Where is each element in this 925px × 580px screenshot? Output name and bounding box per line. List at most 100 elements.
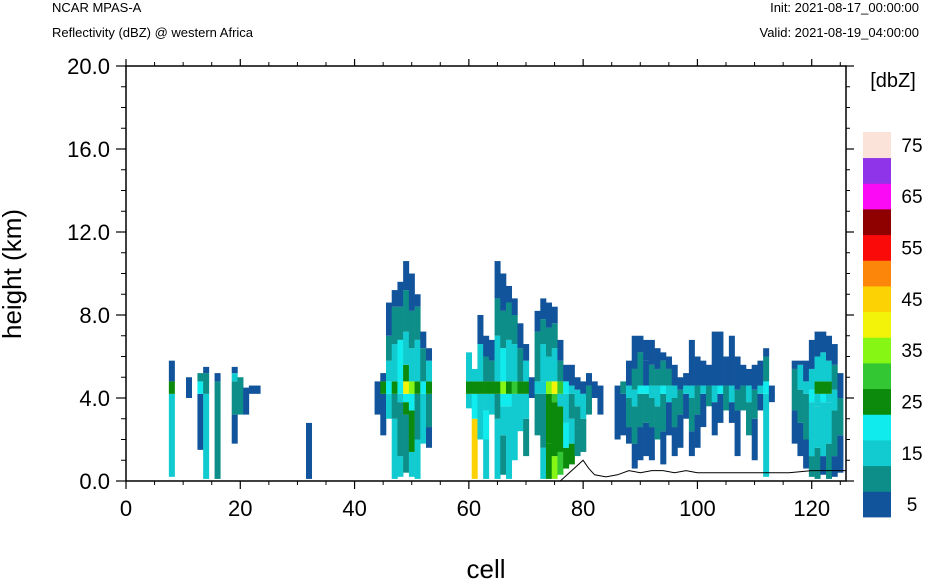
reflectivity-cell (500, 406, 507, 436)
reflectivity-cell (700, 360, 707, 386)
reflectivity-cell (643, 360, 650, 386)
reflectivity-cell (426, 393, 433, 428)
reflectivity-cell (826, 381, 833, 394)
reflectivity-cell (597, 385, 604, 415)
reflectivity-cell (403, 290, 410, 332)
x-axis-label: cell (466, 554, 505, 580)
reflectivity-cell (386, 360, 393, 382)
reflectivity-cell (408, 348, 415, 382)
reflectivity-cell (820, 402, 827, 457)
colorbar-swatch (863, 363, 891, 390)
reflectivity-cell (403, 414, 410, 473)
reflectivity-cell (500, 348, 507, 382)
reflectivity-cell (580, 393, 587, 419)
reflectivity-cell (688, 398, 695, 432)
reflectivity-cell (414, 381, 421, 394)
y-tick-label: 20.0 (67, 54, 110, 79)
reflectivity-cell (660, 393, 667, 432)
reflectivity-cell (540, 344, 547, 382)
reflectivity-cell (677, 389, 684, 415)
reflectivity-cell (631, 389, 638, 407)
reflectivity-cell (728, 402, 735, 423)
reflectivity-cell (534, 393, 541, 436)
reflectivity-cell (517, 381, 524, 394)
reflectivity-cell (426, 348, 433, 361)
reflectivity-cell (626, 385, 633, 398)
reflectivity-cell (231, 381, 238, 415)
reflectivity-cell (671, 364, 678, 386)
reflectivity-cell (797, 422, 804, 457)
reflectivity-cell (803, 393, 810, 440)
x-tick-label: 20 (228, 496, 252, 521)
reflectivity-cell (837, 373, 844, 398)
reflectivity-cell (506, 406, 513, 479)
reflectivity-cell (631, 335, 638, 369)
reflectivity-cell (563, 381, 570, 394)
reflectivity-cell (751, 389, 758, 419)
reflectivity-cell (397, 339, 404, 382)
x-tick-label: 120 (793, 496, 830, 521)
colorbar-swatch (863, 286, 891, 313)
reflectivity-cell (700, 385, 707, 394)
reflectivity-cell (808, 456, 815, 477)
reflectivity-cell (694, 385, 701, 415)
reflectivity-cell (506, 285, 513, 303)
reflectivity-cell (723, 356, 730, 386)
reflectivity-cell (751, 418, 758, 461)
reflectivity-cell (506, 302, 513, 340)
reflectivity-cell (803, 439, 810, 469)
reflectivity-cell (214, 381, 221, 479)
reflectivity-cell (408, 310, 415, 349)
reflectivity-cell (408, 393, 415, 411)
reflectivity-cell (511, 344, 518, 382)
reflectivity-cell (420, 348, 427, 382)
reflectivity-cell (820, 456, 827, 475)
reflectivity-cell (391, 306, 398, 345)
reflectivity-cell (814, 393, 821, 407)
reflectivity-cell (397, 281, 404, 307)
reflectivity-cell (386, 335, 393, 361)
reflectivity-cell (574, 406, 581, 428)
reflectivity-cell (551, 402, 558, 457)
reflectivity-cell (488, 393, 495, 415)
reflectivity-cell (808, 389, 815, 403)
reflectivity-cell (751, 364, 758, 390)
reflectivity-cell (214, 373, 221, 382)
colorbar-label: 75 (901, 136, 922, 157)
reflectivity-cell (700, 393, 707, 428)
reflectivity-cell (466, 352, 473, 382)
reflectivity-cell (420, 393, 427, 444)
reflectivity-cell (534, 310, 541, 332)
reflectivity-cell (803, 360, 810, 382)
reflectivity-cell (471, 393, 478, 419)
reflectivity-cell (637, 335, 644, 353)
colorbar-label: 45 (901, 290, 922, 311)
reflectivity-cell (723, 385, 730, 411)
reflectivity-cell (471, 418, 478, 479)
colorbar-swatch (863, 465, 891, 492)
reflectivity-cell (574, 377, 581, 390)
reflectivity-cell (403, 331, 410, 365)
reflectivity-cell (814, 406, 821, 448)
reflectivity-cell (546, 381, 553, 394)
reflectivity-cell (826, 443, 833, 479)
reflectivity-cell (563, 422, 570, 448)
terrain-line (126, 459, 846, 482)
reflectivity-cell (711, 385, 718, 403)
reflectivity-cell (408, 451, 415, 477)
reflectivity-cell (768, 385, 775, 403)
reflectivity-cell (483, 356, 490, 382)
colorbar-swatch (863, 260, 891, 287)
reflectivity-cell (820, 331, 827, 353)
reflectivity-cell (551, 306, 558, 324)
reflectivity-cell (614, 385, 621, 440)
reflectivity-cell (494, 335, 501, 382)
reflectivity-cell (551, 393, 558, 403)
field-title: Reflectivity (dBZ) @ western Africa (52, 25, 254, 40)
reflectivity-cell (734, 356, 741, 390)
reflectivity-cell (511, 393, 518, 461)
reflectivity-cell (826, 393, 833, 403)
reflectivity-cell (826, 335, 833, 361)
reflectivity-cell (397, 456, 404, 477)
